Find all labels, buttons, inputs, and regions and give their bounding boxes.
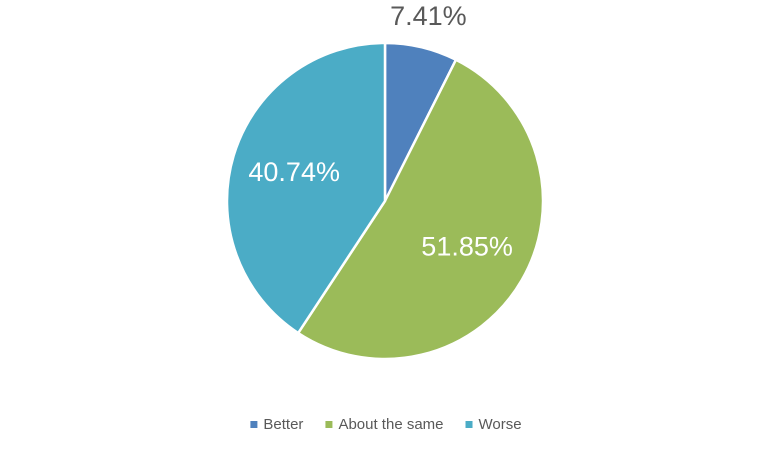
data-label: 40.74%	[248, 157, 340, 187]
pie-slice	[296, 58, 545, 361]
data-label: 7.41%	[390, 1, 467, 31]
pie-slice	[225, 41, 387, 335]
data-label: 51.85%	[421, 232, 513, 262]
legend-label: About the same	[338, 416, 443, 433]
legend-label: Worse	[479, 416, 522, 433]
legend-label: Better	[263, 416, 303, 433]
legend-swatch	[465, 421, 473, 428]
legend-swatch	[325, 421, 333, 428]
legend-swatch	[250, 421, 258, 428]
